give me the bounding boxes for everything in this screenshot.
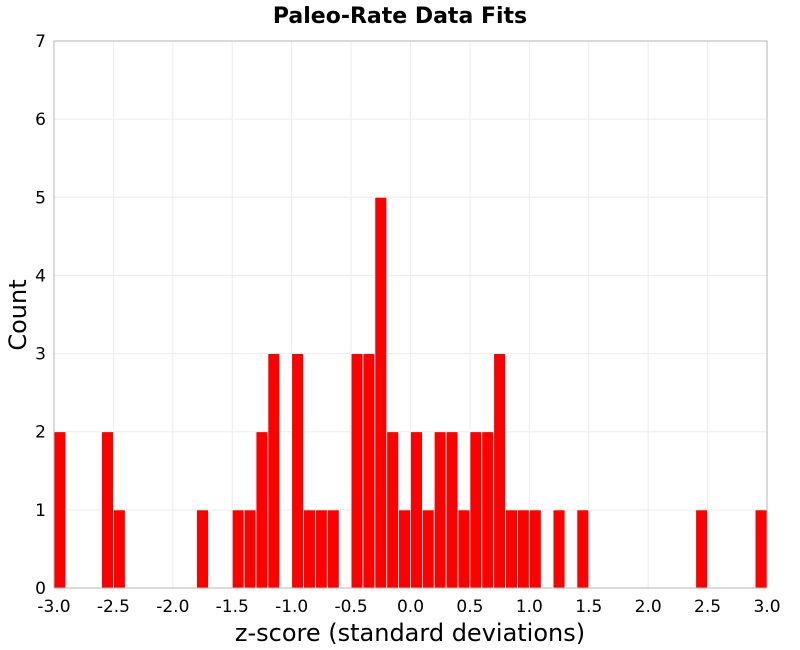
histogram-bar: [326, 509, 340, 589]
histogram-bar: [576, 509, 590, 589]
histogram-bar: [291, 353, 304, 589]
x-tick-label: 1.0: [516, 597, 543, 617]
x-tick-label: -3.0: [37, 597, 70, 617]
x-tick-label: -1.0: [275, 597, 308, 617]
histogram-bar: [243, 509, 257, 589]
histogram-bar: [315, 509, 328, 589]
histogram-bar: [386, 431, 400, 589]
histogram-bar: [101, 431, 114, 589]
histogram-bar: [398, 509, 411, 589]
x-tick-label: 0.0: [397, 597, 424, 617]
histogram-bar: [374, 196, 388, 589]
x-tick-label: 1.5: [575, 597, 602, 617]
histogram-bar: [231, 509, 245, 589]
y-axis-label: Count: [4, 279, 32, 350]
histogram-bar: [53, 431, 67, 589]
x-tick-label: 2.0: [635, 597, 662, 617]
y-tick-label: 7: [35, 32, 46, 52]
histogram-bar: [362, 353, 376, 589]
histogram-bar: [754, 509, 768, 589]
x-axis-ticks: -3.0 -2.5 -2.0 -1.5 -1.0 -0.5 0.0 0.5 1.0 1.5 2.0 2…: [37, 597, 780, 617]
histogram-bar: [695, 509, 708, 589]
y-tick-label: 5: [35, 188, 46, 208]
histogram-bar: [528, 509, 542, 589]
x-tick-label: 0.5: [456, 597, 483, 617]
x-tick-label: -1.5: [216, 597, 249, 617]
y-tick-label: 4: [35, 266, 46, 286]
y-tick-label: 1: [35, 501, 46, 521]
y-tick-label: 2: [35, 423, 46, 443]
histogram-bar: [113, 509, 126, 589]
histogram-bar: [493, 353, 506, 589]
histogram-bar: [457, 509, 471, 589]
histogram-bar: [517, 509, 530, 589]
plot-area: [53, 40, 768, 589]
histogram-bar: [350, 353, 364, 589]
histogram-bar: [255, 431, 269, 589]
x-tick-label: -0.5: [334, 597, 367, 617]
x-tick-label: -2.5: [97, 597, 130, 617]
bars: [53, 196, 768, 589]
histogram-bar: [421, 509, 435, 589]
histogram-bar: [552, 509, 566, 589]
y-tick-label: 0: [35, 579, 46, 599]
histogram-bar: [267, 353, 281, 589]
histogram-bar: [505, 509, 518, 589]
histogram-bar: [445, 431, 459, 589]
histogram-bar: [196, 509, 209, 589]
histogram-bar: [469, 431, 483, 589]
histogram-bar: [433, 431, 447, 589]
x-axis-label: z-score (standard deviations): [235, 619, 585, 647]
histogram-bar: [303, 509, 316, 589]
chart-title: Paleo-Rate Data Fits: [273, 4, 527, 29]
y-tick-label: 6: [35, 110, 46, 130]
histogram-bar: [410, 431, 423, 589]
x-tick-label: -2.0: [156, 597, 189, 617]
y-axis-ticks: 0 1 2 3 4 5 6 7: [35, 32, 46, 599]
y-tick-label: 3: [35, 345, 46, 365]
x-tick-label: 3.0: [753, 597, 780, 617]
histogram-bar: [481, 431, 495, 589]
x-tick-label: 2.5: [694, 597, 721, 617]
